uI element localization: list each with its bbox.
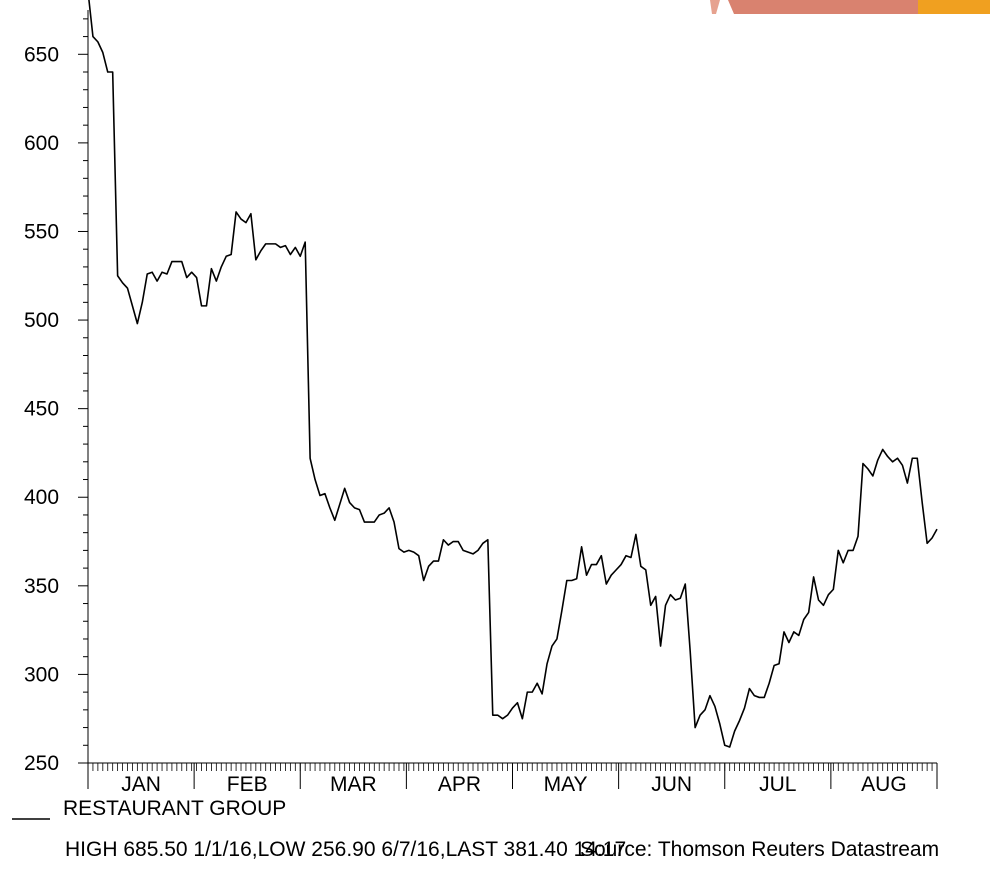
y-tick-label: 250 — [24, 752, 59, 775]
y-tick-label: 450 — [24, 398, 59, 421]
y-tick-label: 300 — [24, 663, 59, 686]
x-axis: JAN FEB MAR APR MAY JUN JUL AUG — [87, 762, 938, 796]
legend-label: RESTAURANT GROUP — [63, 797, 286, 820]
x-tick-label: JUN — [651, 773, 692, 796]
x-tick-label: MAR — [330, 773, 377, 796]
series-layer — [88, 0, 938, 748]
y-tick-label: 350 — [24, 575, 59, 598]
footer-stats: HIGH 685.50 1/1/16,LOW 256.90 6/7/16,LAS… — [65, 838, 627, 861]
y-tick-label: 400 — [24, 486, 59, 509]
legend: RESTAURANT GROUP — [12, 797, 286, 820]
y-tick-label: 550 — [24, 220, 59, 243]
series-line — [88, 0, 938, 748]
x-tick-label: FEB — [227, 773, 268, 796]
y-tick-label: 650 — [24, 43, 59, 66]
y-tick-label: 600 — [24, 132, 59, 155]
corner-decoration — [710, 0, 990, 14]
corner-stripe-light — [710, 0, 720, 14]
x-tick-label: APR — [438, 773, 481, 796]
x-tick-label: JUL — [759, 773, 796, 796]
footer-source: Source: Thomson Reuters Datastream — [580, 838, 940, 861]
x-tick-label: JAN — [121, 773, 161, 796]
x-tick-label: AUG — [861, 773, 907, 796]
y-axis: 250 300 350 400 450 500 550 600 650 — [24, 10, 89, 775]
x-tick-label: MAY — [544, 773, 588, 796]
corner-accent — [918, 0, 990, 14]
corner-banner — [728, 0, 918, 14]
y-tick-label: 500 — [24, 309, 59, 332]
